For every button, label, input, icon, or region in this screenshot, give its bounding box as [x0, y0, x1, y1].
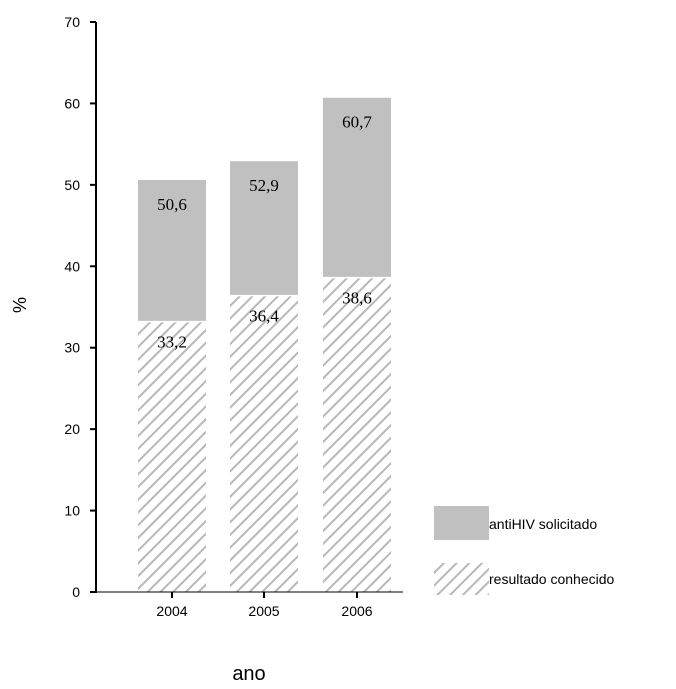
y-tick-label: 70	[64, 14, 80, 30]
data-labels-layer: 50,6 33,2 52,9 36,4 60,7 38,6	[157, 113, 372, 352]
y-tick-label: 20	[64, 421, 80, 437]
x-tick-label-2005: 2005	[248, 603, 279, 619]
legend-label-resultado-conhecido: resultado conhecido	[489, 571, 615, 587]
bar-resultado-conhecido-2005	[230, 295, 298, 592]
x-tick-label-2004: 2004	[156, 603, 187, 619]
bars-layer	[138, 97, 391, 592]
data-label-resultado-conhecido-2006: 38,6	[342, 289, 372, 308]
y-axis-ticks: 0 10 20 30 40 50 60 70	[64, 14, 96, 600]
legend: antiHIV solicitado resultado conhecido	[434, 506, 615, 595]
bar-antihiv-solicitado-2004	[138, 179, 206, 322]
y-tick-label: 50	[64, 177, 80, 193]
bar-antihiv-solicitado-2006	[323, 97, 391, 278]
y-tick-label: 30	[64, 340, 80, 356]
data-label-resultado-conhecido-2004: 33,2	[157, 333, 187, 352]
data-label-antihiv-solicitado-2004: 50,6	[157, 195, 187, 214]
legend-swatch-resultado-conhecido	[434, 563, 489, 595]
x-axis-title: ano	[232, 663, 265, 685]
x-tick-label-2006: 2006	[341, 603, 372, 619]
data-label-resultado-conhecido-2005: 36,4	[249, 307, 279, 326]
y-tick-label: 60	[64, 95, 80, 111]
data-label-antihiv-solicitado-2006: 60,7	[342, 113, 372, 132]
bar-resultado-conhecido-2006	[323, 277, 391, 592]
y-tick-label: 40	[64, 258, 80, 274]
bar-resultado-conhecido-2004	[138, 321, 206, 592]
legend-swatch-antihiv-solicitado	[434, 506, 489, 540]
legend-label-antihiv-solicitado: antiHIV solicitado	[489, 516, 597, 532]
y-axis-title: %	[10, 297, 30, 313]
x-axis-ticks: 2004 2005 2006	[96, 591, 403, 619]
bar-antihiv-solicitado-2005	[230, 161, 298, 296]
y-tick-label: 0	[72, 584, 80, 600]
y-tick-label: 10	[64, 503, 80, 519]
data-label-antihiv-solicitado-2005: 52,9	[249, 176, 279, 195]
